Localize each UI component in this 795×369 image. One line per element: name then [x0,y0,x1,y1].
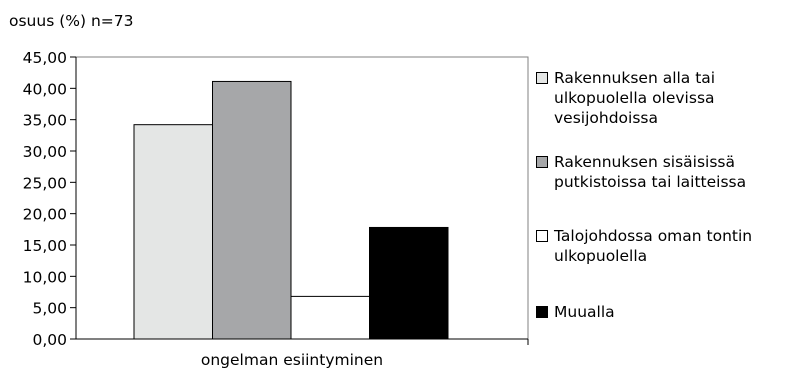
y-tick-label: 15,00 [23,237,67,255]
legend-item-series-2: Rakennuksen sisäisissä putkistoissa tai … [536,152,794,192]
legend-swatch-series-2 [536,156,548,168]
y-axis-title: osuus (%) n=73 [9,12,134,30]
legend-swatch-series-3 [536,230,548,242]
y-tick-labels: 0,00 5,00 10,00 15,00 20,00 25,00 30,00 35,00 40… [23,49,67,349]
y-tick-label: 45,00 [23,49,67,67]
legend-swatch-series-1 [536,72,548,84]
bar-series-2 [212,80,292,340]
bar-series-1 [133,124,213,340]
axes [70,56,529,345]
x-axis-title: ongelman esiintyminen [201,351,383,369]
legend-label-series-4: Muualla [554,303,615,321]
y-tick-label: 25,00 [23,174,67,192]
y-tick-label: 10,00 [23,268,67,286]
y-tick-label: 30,00 [23,143,67,161]
y-tick-label: 40,00 [23,80,67,98]
legend-item-series-1: Rakennuksen alla tai ulkopuolella olevis… [536,68,794,128]
y-tick-label: 0,00 [32,331,67,349]
bars [133,80,449,340]
legend-item-series-4: Muualla [536,302,794,322]
y-tick-label: 20,00 [23,206,67,224]
legend-item-series-3: Talojohdossa oman tontin ulkopuolella [536,226,794,266]
y-tick-label: 5,00 [32,300,67,318]
legend-label-series-2: Rakennuksen sisäisissä putkistoissa tai … [554,153,747,191]
bar-series-3 [290,295,370,340]
legend-label-series-1: Rakennuksen alla tai ulkopuolella olevis… [554,69,716,127]
bar-series-4 [369,226,449,340]
y-tick-label: 35,00 [23,112,67,130]
legend-swatch-series-4 [536,306,548,318]
legend-label-series-3: Talojohdossa oman tontin ulkopuolella [554,227,753,265]
